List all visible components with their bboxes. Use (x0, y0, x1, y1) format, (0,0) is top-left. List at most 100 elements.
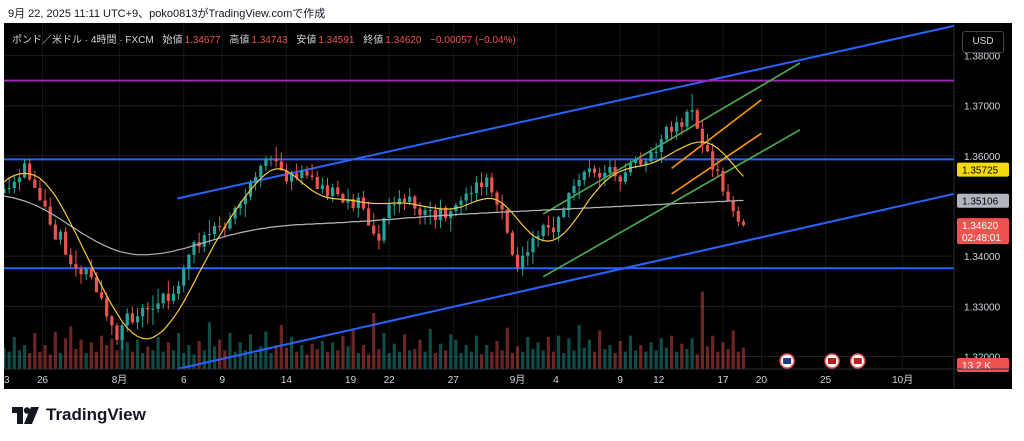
volume-bar (341, 335, 345, 369)
candle-body (613, 166, 617, 177)
volume-bar (110, 338, 114, 369)
volume-bar (587, 339, 591, 369)
volume-bar (469, 351, 473, 369)
price-chart[interactable]: 1.38000 1.37000 1.36000 1.34000 1.33000 1.320… (4, 23, 1012, 389)
candle-body (459, 200, 463, 206)
volume-bar (115, 350, 119, 369)
volume-bar (74, 349, 78, 369)
candle-body (521, 255, 525, 268)
volume-bar (33, 333, 37, 369)
candle-body (33, 179, 37, 188)
volume-bar (485, 345, 489, 369)
volume-bar (259, 346, 263, 369)
volume-bar (223, 350, 227, 369)
candle-body (17, 177, 21, 182)
time-tick-label: 25 (820, 375, 832, 386)
candle-body (664, 126, 669, 140)
change-value: −0.00057 (−0.04%) (430, 35, 516, 46)
symbol-title[interactable]: ポンド／米ドル · 4時間 · FXCM (12, 35, 154, 46)
time-tick-label: 12 (653, 375, 665, 386)
volume-bar (705, 346, 710, 369)
currency-button[interactable]: USD (962, 31, 1004, 53)
candle-body (428, 210, 432, 212)
candle-body (125, 313, 129, 326)
volume-bar (207, 322, 211, 369)
volume-bar (690, 338, 694, 369)
volume-bar (515, 346, 520, 369)
candle-body (659, 139, 663, 152)
volume-bar (726, 349, 730, 369)
chart-caption: 9月 22, 2025 11:11 UTC+9、poko0813がTrading… (8, 8, 326, 20)
volume-bar (279, 325, 283, 369)
volume-bar (736, 351, 740, 369)
volume-bar (490, 351, 494, 369)
volume-bar (202, 350, 206, 369)
volume-bar (325, 351, 330, 369)
volume-bar (685, 349, 689, 369)
volume-bar (367, 354, 371, 369)
volume-bar (623, 351, 627, 369)
volume-bar (546, 337, 550, 369)
candle-body (490, 177, 494, 193)
candle-body (721, 170, 725, 192)
candle-body (22, 163, 27, 178)
volume-bar (310, 343, 314, 369)
volume-bar (305, 354, 309, 369)
candle-body (4, 188, 6, 194)
candle-body (639, 159, 643, 165)
trendline-upper-trend (177, 23, 968, 200)
volume-bar (474, 335, 479, 369)
volume-bar (146, 346, 150, 369)
volume-bar (423, 351, 427, 369)
candle-body (741, 221, 746, 226)
candle-body (166, 293, 170, 301)
candle-body (274, 158, 278, 162)
volume-bar (464, 345, 468, 369)
volume-bar (675, 351, 679, 369)
high-value: 1.34743 (251, 35, 288, 46)
candle-body (151, 308, 155, 310)
candle-body (64, 231, 68, 255)
volume-bar (79, 339, 83, 369)
time-tick-label: 23 (4, 375, 10, 386)
volume-bar (135, 339, 140, 369)
chart-panel[interactable]: 1.38000 1.37000 1.36000 1.34000 1.33000 1.320… (4, 23, 1012, 389)
volume-bar (639, 345, 643, 369)
candle-body (598, 172, 602, 178)
volume-bar (428, 329, 432, 369)
time-tick-label: 22 (384, 375, 396, 386)
candle-body (711, 151, 715, 170)
volume-bar (17, 350, 21, 369)
volume-bar (582, 347, 586, 369)
price-tick-label: 1.38000 (964, 52, 1001, 63)
volume-bar (408, 350, 412, 369)
volume-bar (156, 337, 160, 369)
candle-body (582, 171, 586, 180)
open-value: 1.34677 (184, 35, 221, 46)
volume-bar (289, 337, 294, 369)
time-tick-label: 10月 (892, 374, 913, 386)
candle-body (485, 177, 489, 187)
low-label: 安値 (296, 35, 317, 46)
candle-body (212, 226, 217, 235)
candle-body (680, 122, 684, 127)
volume-bar (495, 341, 499, 369)
volume-bar (649, 342, 653, 369)
volume-bar (505, 327, 509, 369)
candle-body (402, 198, 407, 203)
volume-bar (233, 351, 237, 369)
trendline-green-channel-bottom (542, 129, 801, 278)
volume-bar (541, 350, 545, 369)
candle-body (731, 200, 735, 212)
time-tick-label: 9 (219, 375, 225, 386)
candle-body (79, 268, 83, 275)
symbol-header: ポンド／米ドル · 4時間 · FXCM 始値 1.34677 高値 1.34743… (12, 31, 522, 46)
candle-body (202, 235, 206, 247)
volume-bar (634, 350, 638, 369)
candle-body (587, 168, 591, 172)
volume-bar (741, 347, 746, 369)
volume-bar (557, 335, 561, 369)
volume-bar (182, 353, 186, 369)
moving-average-slow (4, 195, 744, 256)
volume-bar (700, 291, 704, 369)
